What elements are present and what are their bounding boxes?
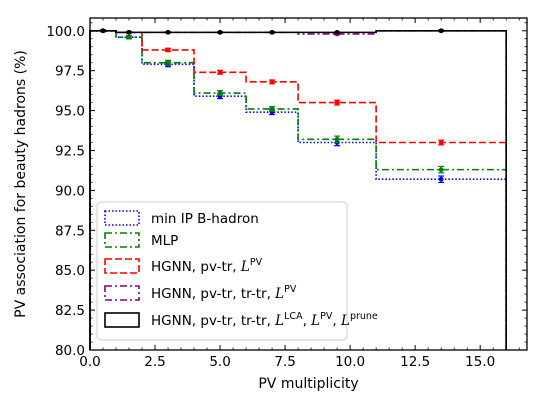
data-point (438, 28, 444, 34)
y-tick-label: 87.5 (55, 223, 85, 239)
y-tick-label: 95.0 (55, 104, 85, 120)
data-point (165, 29, 171, 35)
legend-entry: MLP (104, 232, 178, 249)
y-tick-label: 85.0 (55, 263, 85, 279)
legend-swatch (104, 312, 140, 328)
y-tick-label: 90.0 (55, 183, 85, 199)
legend-swatch (104, 285, 140, 301)
x-tick-label: 12.5 (400, 354, 430, 370)
x-tick-label: 0.0 (79, 354, 100, 370)
data-point (165, 60, 171, 66)
data-point (334, 100, 340, 105)
plot-frame (89, 17, 528, 351)
y-tick-label: 97.5 (55, 64, 85, 80)
legend-frame (96, 201, 348, 341)
data-point (438, 176, 444, 182)
legend-swatch (104, 210, 140, 226)
data-point (438, 140, 444, 145)
y-tick-label: 92.5 (55, 143, 85, 159)
y-axis-label: PV association for beauty hadrons (%) (13, 50, 29, 318)
legend-label: HGNN, pv-tr, tr-tr, LPV (151, 284, 297, 302)
series-5 (89, 28, 507, 350)
legend-label: min IP B-hadron (151, 211, 259, 227)
legend-swatch (104, 258, 140, 274)
data-point (334, 29, 340, 35)
x-tick-label: 7.5 (274, 354, 295, 370)
y-tick-label: 100.0 (46, 24, 85, 40)
legend: min IP B-hadron MLP HGNN, pv-tr, LPV HGNN, … (96, 201, 378, 341)
x-axis: 0.0 2.5 5.0 7.5 10.0 12.5 15.0 (79, 18, 520, 370)
legend-entry: HGNN, pv-tr, tr-tr, LLCA, LPV, Lprune (104, 311, 378, 329)
x-tick-label: 5.0 (209, 354, 230, 370)
data-point (126, 29, 132, 35)
data-point (334, 136, 340, 142)
data-point (269, 29, 275, 35)
data-point (217, 29, 223, 35)
legend-label: MLP (151, 233, 178, 249)
legend-label: HGNN, pv-tr, LPV (151, 257, 263, 275)
x-tick-label: 10.0 (335, 354, 365, 370)
data-point (269, 106, 275, 112)
legend-entry: HGNN, pv-tr, tr-tr, LPV (104, 284, 297, 302)
data-point (100, 28, 106, 34)
data-point (165, 47, 171, 53)
data-point (438, 167, 444, 173)
x-axis-label: PV multiplicity (258, 376, 358, 392)
legend-entry: HGNN, pv-tr, LPV (104, 257, 263, 275)
y-tick-label: 82.5 (55, 303, 85, 319)
data-point (217, 69, 223, 75)
data-point (217, 90, 223, 96)
y-axis: 80.0 82.5 85.0 87.5 90.0 92.5 95.0 97.5 100.0 (46, 22, 527, 359)
y-tick-label: 80.0 (55, 343, 85, 359)
data-point (269, 79, 275, 85)
x-tick-label: 15.0 (465, 354, 495, 370)
legend-entry: min IP B-hadron (104, 210, 259, 227)
legend-label: HGNN, pv-tr, tr-tr, LLCA, LPV, Lprune (151, 311, 378, 329)
legend-swatch (104, 232, 140, 248)
x-tick-label: 2.5 (144, 354, 165, 370)
plot-content (89, 28, 507, 350)
data-point (126, 34, 132, 40)
